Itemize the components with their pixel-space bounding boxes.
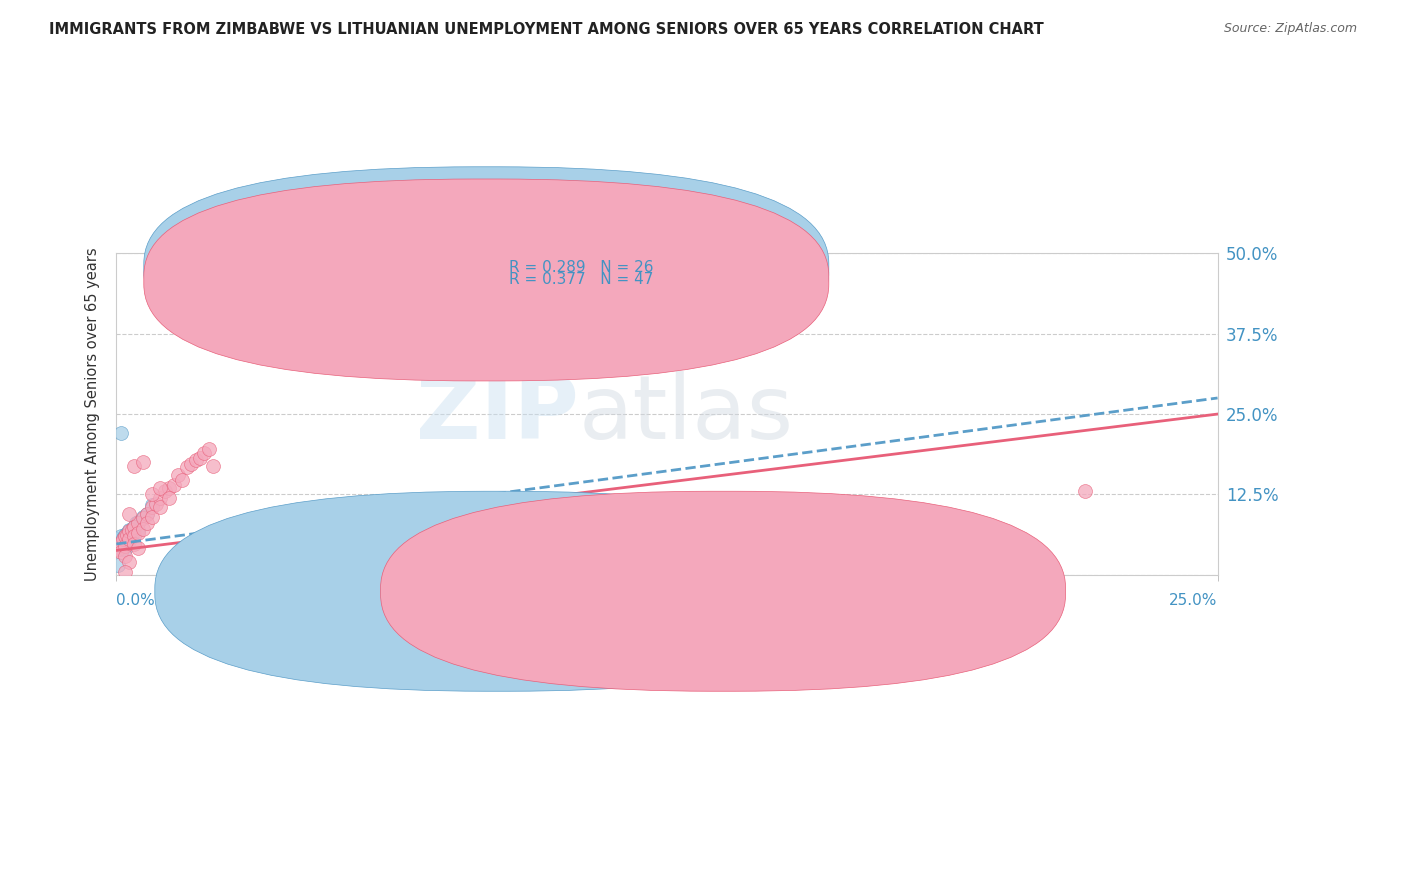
Point [114, 542, 136, 557]
Point [117, 526, 139, 541]
Point [121, 522, 143, 536]
Text: R = 0.289   N = 26: R = 0.289 N = 26 [509, 260, 654, 275]
Point [172, 473, 194, 487]
Text: Source: ZipAtlas.com: Source: ZipAtlas.com [1223, 22, 1357, 36]
Point [122, 529, 145, 543]
Point [127, 516, 149, 531]
Point [110, 534, 132, 549]
Point [114, 529, 136, 543]
Point [114, 533, 136, 547]
Point [149, 500, 172, 515]
Text: Lithuanians: Lithuanians [744, 584, 832, 599]
Point [118, 531, 141, 545]
Y-axis label: Unemployment Among Seniors over 65 years: Unemployment Among Seniors over 65 years [86, 247, 100, 581]
Point [114, 537, 136, 551]
Point [122, 519, 145, 533]
Point [110, 545, 132, 559]
Point [136, 507, 159, 521]
Text: R = 0.377   N = 47: R = 0.377 N = 47 [509, 272, 654, 287]
Point [118, 534, 141, 549]
Point [131, 455, 153, 469]
Point [107, 533, 129, 547]
Point [125, 516, 148, 531]
Point [127, 515, 149, 529]
Point [114, 528, 136, 542]
FancyBboxPatch shape [458, 259, 706, 289]
Point [117, 528, 139, 542]
Point [141, 510, 163, 524]
Point [114, 549, 136, 563]
Point [118, 524, 141, 538]
Point [110, 535, 132, 549]
Text: 25.0%: 25.0% [1170, 592, 1218, 607]
Point [188, 450, 211, 465]
Point [197, 442, 219, 457]
Point [145, 497, 167, 511]
Point [193, 445, 215, 459]
Point [136, 507, 159, 521]
Point [111, 533, 134, 547]
Point [141, 499, 163, 513]
Point [121, 523, 143, 537]
Point [184, 453, 207, 467]
Point [131, 510, 153, 524]
Point [127, 523, 149, 537]
Point [149, 491, 172, 505]
Point [110, 542, 132, 557]
Point [107, 542, 129, 557]
FancyBboxPatch shape [143, 167, 828, 368]
Point [141, 487, 163, 501]
Point [114, 539, 136, 553]
Point [153, 484, 176, 499]
Point [108, 535, 131, 549]
Text: atlas: atlas [579, 370, 794, 458]
Point [118, 507, 141, 521]
Point [118, 523, 141, 537]
Text: ZIP: ZIP [416, 370, 579, 458]
FancyBboxPatch shape [381, 491, 1066, 691]
Point [122, 524, 145, 538]
Point [176, 459, 198, 474]
Point [122, 458, 145, 473]
Point [118, 533, 141, 547]
Point [149, 481, 172, 495]
Point [136, 516, 159, 531]
Point [110, 426, 132, 441]
Point [111, 531, 134, 545]
Point [114, 565, 136, 579]
Point [127, 526, 149, 541]
FancyBboxPatch shape [143, 179, 828, 381]
Point [131, 522, 153, 536]
Point [141, 500, 163, 515]
Point [1074, 484, 1097, 499]
Point [202, 458, 225, 473]
Point [167, 468, 190, 483]
Text: 0.0%: 0.0% [117, 592, 155, 607]
Point [127, 541, 149, 555]
Point [122, 537, 145, 551]
Point [162, 478, 184, 492]
Point [110, 539, 132, 553]
Point [131, 511, 153, 525]
Point [157, 491, 180, 505]
Point [157, 481, 180, 495]
Text: Immigrants from Zimbabwe: Immigrants from Zimbabwe [519, 584, 731, 599]
Text: IMMIGRANTS FROM ZIMBABWE VS LITHUANIAN UNEMPLOYMENT AMONG SENIORS OVER 65 YEARS : IMMIGRANTS FROM ZIMBABWE VS LITHUANIAN U… [49, 22, 1045, 37]
Point [122, 519, 145, 533]
Point [118, 555, 141, 569]
Point [107, 558, 129, 573]
Point [110, 529, 132, 543]
FancyBboxPatch shape [155, 491, 839, 691]
Point [180, 457, 202, 471]
